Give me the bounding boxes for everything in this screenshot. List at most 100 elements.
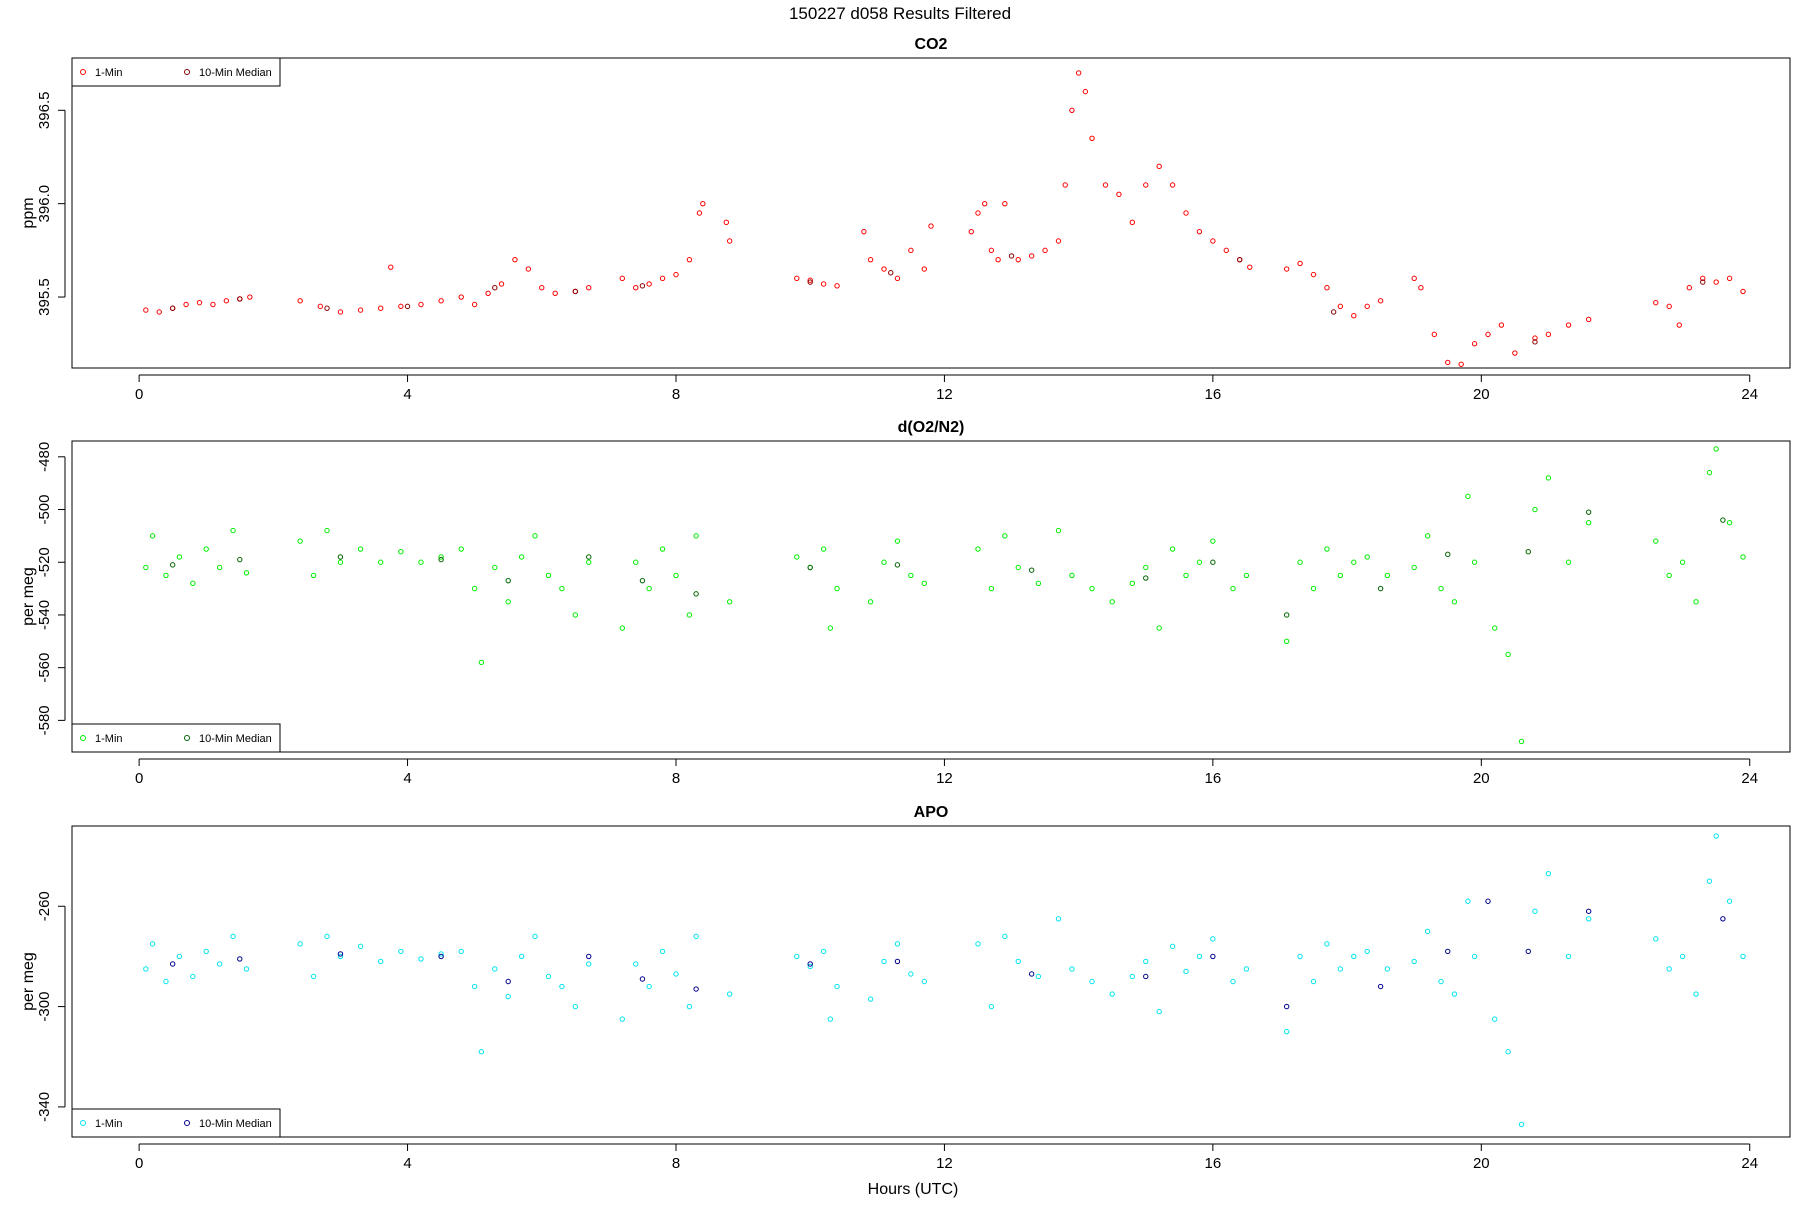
data-point (1183, 968, 1189, 975)
data-point (807, 277, 813, 283)
data-point (619, 625, 625, 631)
data-point (646, 585, 652, 592)
data-point (398, 548, 404, 555)
data-point (297, 538, 303, 544)
data-point (418, 301, 424, 308)
data-point (539, 284, 545, 291)
data-point (686, 612, 693, 618)
data-point (532, 933, 538, 940)
data-point (908, 572, 914, 579)
data-point (1156, 625, 1162, 631)
data-point (458, 948, 464, 955)
data-point (1445, 551, 1451, 558)
data-point (203, 546, 209, 552)
data-point (223, 298, 230, 304)
data-point (337, 951, 344, 957)
data-point (1713, 446, 1719, 452)
x-tick-label: 20 (1473, 770, 1490, 787)
panel-apo: APO 0 4 8 12 16 20 24 -260 -300 -340 per meg 1-Min 10… (20, 804, 1791, 1172)
data-point (176, 953, 183, 960)
y-tick-label: 396.0 (36, 185, 53, 223)
data-point (646, 281, 652, 287)
data-point (646, 983, 652, 990)
data-point (1445, 359, 1451, 366)
x-tick-label: 16 (1205, 1155, 1222, 1172)
plot-frame (71, 57, 1791, 369)
data-point (921, 978, 927, 985)
data-point (1585, 916, 1592, 922)
x-tick-label: 20 (1473, 1155, 1490, 1172)
data-point (1451, 991, 1458, 997)
data-point (357, 546, 364, 552)
data-point (505, 577, 511, 584)
x-tick-label: 16 (1205, 386, 1222, 403)
data-point (1015, 564, 1021, 571)
data-point (1377, 298, 1384, 304)
data-point (203, 948, 209, 955)
data-point (404, 303, 411, 310)
data-point (378, 559, 384, 565)
data-point (894, 538, 901, 544)
data-point (297, 941, 303, 947)
data-point (471, 301, 478, 308)
data-point (149, 941, 156, 947)
data-point (243, 570, 250, 576)
legend-swatch (184, 69, 190, 75)
data-point (1310, 271, 1317, 278)
data-point (988, 1003, 995, 1010)
data-point (1713, 279, 1719, 285)
data-point (968, 228, 974, 235)
data-point (726, 991, 733, 997)
data-point (894, 562, 901, 568)
data-point (478, 1049, 485, 1055)
data-point (163, 978, 169, 985)
x-axis-label: Hours (UTC) (868, 1181, 959, 1198)
data-point (1310, 978, 1317, 985)
data-point (834, 283, 840, 289)
data-point (525, 266, 532, 272)
data-point (1237, 256, 1243, 263)
data-point (633, 284, 639, 291)
data-point (1143, 564, 1149, 571)
data-point (1015, 256, 1021, 263)
data-point (807, 963, 813, 970)
data-point (981, 200, 988, 207)
legend-label: 10-Min Median (199, 1118, 272, 1130)
data-point (297, 298, 303, 304)
y-tick-label: -580 (36, 705, 53, 735)
data-point (169, 305, 176, 311)
data-point (867, 996, 874, 1002)
data-point (572, 612, 579, 618)
legend-label: 1-Min (95, 733, 123, 745)
x-tick-label: 8 (672, 386, 680, 403)
data-point (438, 951, 444, 957)
data-point (324, 527, 330, 534)
panel-title: CO2 (915, 36, 948, 53)
y-tick-label: -260 (36, 891, 53, 921)
data-point (485, 290, 491, 297)
data-point (1223, 247, 1229, 254)
x-tick-label: 24 (1741, 386, 1758, 403)
data-point (1116, 191, 1122, 198)
data-point (1324, 546, 1330, 552)
panel-d-o2-n2: d(O2/N2) 0 4 8 12 16 20 24 -480 -500 -520 -540 -560 -… (20, 419, 1791, 787)
data-point (1706, 469, 1713, 476)
data-point (1196, 953, 1203, 960)
data-point (438, 298, 444, 304)
data-point (1545, 870, 1552, 877)
data-point (1471, 341, 1478, 347)
data-point (686, 1003, 693, 1010)
data-point (1143, 973, 1149, 980)
legend-label: 10-Min Median (199, 67, 272, 79)
data-point (498, 281, 505, 287)
data-point (1283, 1003, 1290, 1010)
data-point (1210, 953, 1216, 960)
data-point (1143, 575, 1149, 581)
data-point (183, 301, 189, 308)
data-point (1015, 958, 1021, 965)
y-tick-label: 396.5 (36, 92, 53, 130)
data-point (894, 941, 901, 947)
legend-swatch (80, 69, 86, 75)
